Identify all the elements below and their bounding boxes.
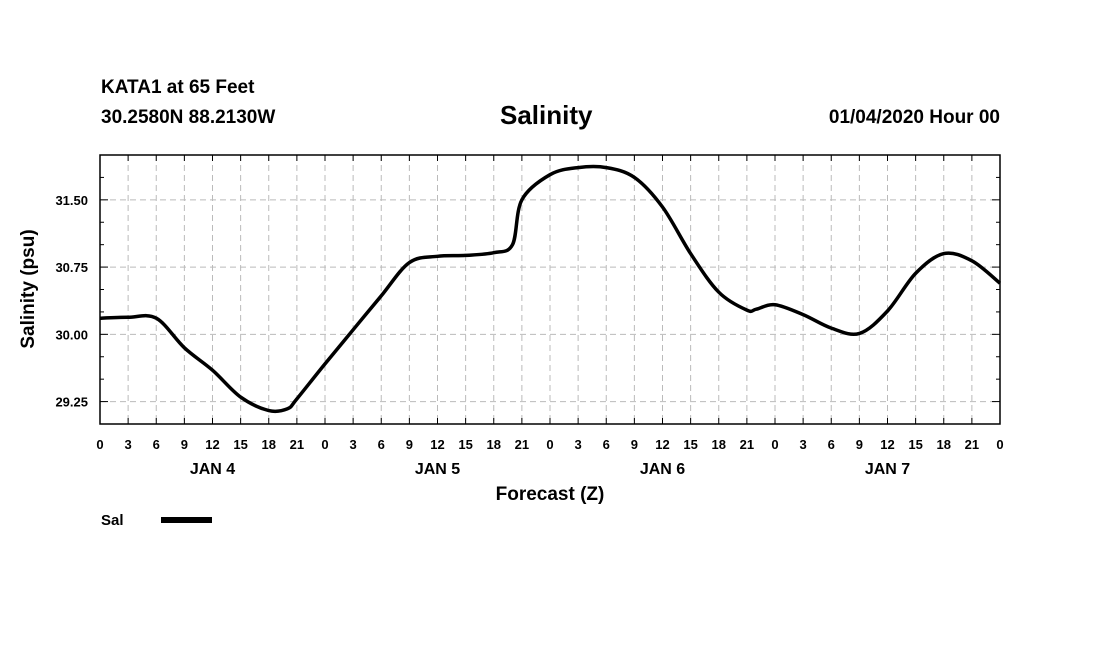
y-tick-label: 30.00 [55, 327, 88, 342]
x-tick-label: 3 [125, 437, 132, 452]
series-layer [99, 164, 1002, 414]
station-label: KATA1 at 65 Feet [101, 77, 255, 98]
x-tick-label: 0 [321, 437, 328, 452]
x-axis-title: Forecast (Z) [496, 484, 605, 505]
x-tick-label: 3 [350, 437, 357, 452]
x-tick-label: 0 [96, 437, 103, 452]
x-tick-label: 15 [233, 437, 247, 452]
x-tick-label: 6 [153, 437, 160, 452]
x-tick-label: 18 [937, 437, 951, 452]
x-tick-label: 0 [771, 437, 778, 452]
series-line-sal [99, 164, 1002, 414]
x-tick-label: 3 [800, 437, 807, 452]
forecast-timestamp: 01/04/2020 Hour 00 [828, 107, 1000, 128]
y-tick-label: 31.50 [55, 193, 88, 208]
x-tick-label: 6 [378, 437, 385, 452]
x-tick-label: 21 [740, 437, 754, 452]
axis-layer: 0 3 6 9 12 15 18 21 0 3 6 9 12 15 18 21 0 3 6 9 12 15 18 21 0 3 6 9… [55, 154, 1004, 478]
x-tick-label: 0 [996, 437, 1003, 452]
plot-frame [99, 154, 1001, 425]
x-tick-label: 21 [290, 437, 304, 452]
x-tick-label: 18 [487, 437, 501, 452]
day-label: JAN 4 [190, 461, 235, 478]
x-tick-label: 9 [631, 437, 638, 452]
x-tick-label: 18 [262, 437, 276, 452]
x-tick-label: 21 [515, 437, 529, 452]
day-label: JAN 7 [865, 461, 910, 478]
x-tick-label: 9 [856, 437, 863, 452]
x-tick-label: 15 [908, 437, 922, 452]
x-tick-label: 6 [603, 437, 610, 452]
x-tick-label: 12 [205, 437, 219, 452]
x-tick-label: 9 [181, 437, 188, 452]
x-tick-label: 3 [575, 437, 582, 452]
x-tick-label: 15 [458, 437, 472, 452]
x-tick-label: 6 [828, 437, 835, 452]
x-tick-label: 15 [683, 437, 697, 452]
x-tick-label: 12 [430, 437, 444, 452]
y-axis-title: Salinity (psu) [18, 229, 39, 348]
y-tick-label: 29.25 [55, 395, 88, 410]
day-label: JAN 6 [640, 461, 685, 478]
x-tick-label: 18 [712, 437, 726, 452]
day-label: JAN 5 [415, 461, 460, 478]
y-tick-label: 30.75 [55, 260, 88, 275]
x-tick-label: 12 [655, 437, 669, 452]
coordinates-label: 30.2580N 88.2130W [101, 107, 276, 128]
legend-label: Sal [101, 512, 124, 529]
chart-title: Salinity [500, 100, 593, 130]
x-tick-label: 21 [965, 437, 979, 452]
grid-layer [100, 155, 1000, 424]
x-tick-label: 12 [880, 437, 894, 452]
x-tick-label: 9 [406, 437, 413, 452]
x-tick-label: 0 [546, 437, 553, 452]
